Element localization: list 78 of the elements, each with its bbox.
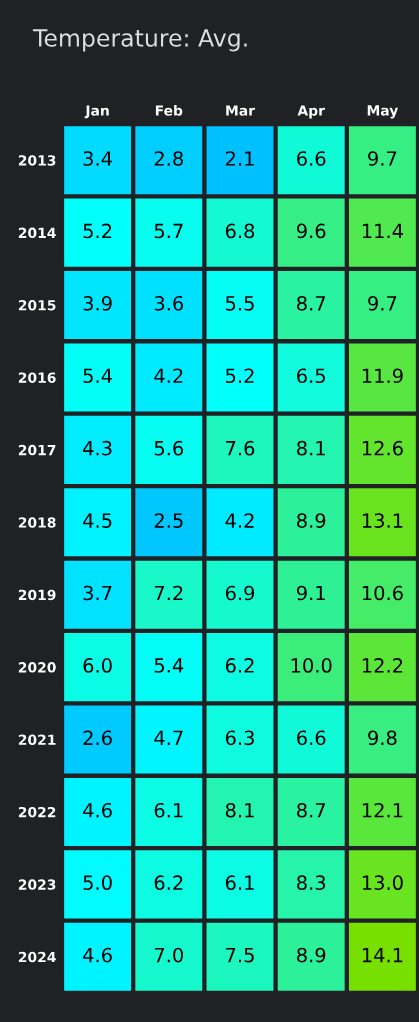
data-label: 11.9: [362, 368, 403, 384]
data-label: 5.2: [226, 368, 254, 384]
data-label: 3.7: [83, 585, 112, 601]
y-tick-label: 2017: [18, 444, 56, 456]
data-label: 3.4: [83, 151, 112, 166]
y-tick-label: 2016: [18, 372, 56, 383]
data-label: 7.0: [154, 947, 183, 963]
y-tick-label: 2019: [18, 589, 56, 601]
data-label: 8.1: [225, 802, 254, 818]
data-label: 10.6: [362, 585, 403, 601]
y-tick-label: 2023: [18, 879, 56, 890]
data-label: 2.8: [154, 151, 183, 166]
data-label: 7.2: [154, 585, 183, 601]
data-label: 9.7: [368, 295, 397, 311]
data-label: 6.1: [154, 802, 183, 818]
data-label: 9.8: [368, 730, 397, 746]
data-label: 13.0: [362, 875, 403, 891]
data-label: 6.2: [154, 875, 183, 891]
data-label: 6.6: [297, 730, 326, 746]
data-label: 11.4: [362, 223, 403, 238]
data-label: 12.6: [362, 440, 403, 456]
data-label: 3.6: [154, 295, 184, 311]
data-label: 9.1: [296, 585, 325, 601]
data-label: 5.4: [83, 368, 112, 384]
data-label: 6.1: [225, 875, 254, 891]
data-label: 13.1: [362, 513, 403, 528]
data-label: 6.0: [83, 658, 112, 673]
data-label: 7.5: [226, 947, 254, 963]
data-label: 7.6: [226, 440, 255, 456]
chart-title: Temperature: Avg.: [32, 29, 247, 52]
data-label: 12.2: [362, 658, 403, 673]
data-label: 4.5: [83, 513, 112, 528]
data-label: 14.1: [362, 947, 403, 963]
data-label: 4.6: [83, 947, 112, 963]
data-label: 6.9: [225, 585, 255, 601]
y-tick-label: 2014: [18, 227, 56, 239]
x-tick-label: May: [367, 105, 399, 119]
data-label: 6.6: [297, 151, 326, 166]
y-tick-label: 2024: [18, 951, 56, 963]
data-label: 2.6: [83, 730, 112, 746]
data-label: 10.0: [291, 658, 332, 673]
data-label: 2.5: [154, 513, 183, 528]
x-tick-label: Apr: [297, 105, 325, 119]
data-label: 5.0: [83, 875, 112, 891]
data-label: 3.9: [83, 295, 112, 311]
data-label: 6.5: [297, 368, 325, 384]
data-label: 8.9: [297, 947, 326, 963]
y-tick-label: 2022: [18, 806, 56, 818]
data-label: 4.2: [154, 368, 183, 383]
data-label: 8.7: [297, 295, 325, 311]
y-tick-label: 2020: [18, 662, 56, 673]
data-label: 4.6: [83, 802, 112, 818]
y-tick-label: 2018: [18, 517, 56, 528]
data-label: 8.9: [297, 513, 326, 528]
data-label: 5.4: [154, 658, 184, 673]
data-label: 6.2: [225, 658, 254, 673]
x-tick-label: Feb: [155, 105, 183, 116]
data-label: 8.1: [297, 440, 325, 456]
data-label: 9.6: [296, 223, 326, 239]
y-tick-label: 2013: [18, 155, 56, 166]
data-label: 5.2: [83, 223, 112, 239]
data-label: 12.1: [362, 802, 403, 818]
y-tick-label: 2015: [18, 300, 56, 311]
data-label: 9.7: [368, 151, 397, 166]
data-label: 4.2: [225, 513, 254, 528]
x-tick-label: Jan: [84, 105, 109, 119]
data-label: 8.7: [297, 802, 325, 818]
x-tick-label: Mar: [226, 105, 255, 116]
data-label: 6.8: [225, 223, 255, 239]
data-label: 5.7: [154, 223, 183, 239]
data-label: 5.5: [226, 296, 254, 311]
data-label: 5.6: [154, 440, 184, 456]
y-tick-label: 2021: [18, 734, 56, 746]
data-label: 6.3: [225, 730, 254, 746]
data-label: 4.7: [154, 730, 183, 745]
data-label: 2.1: [225, 151, 254, 166]
data-label: 4.3: [83, 440, 112, 456]
data-label: 8.3: [297, 875, 326, 891]
